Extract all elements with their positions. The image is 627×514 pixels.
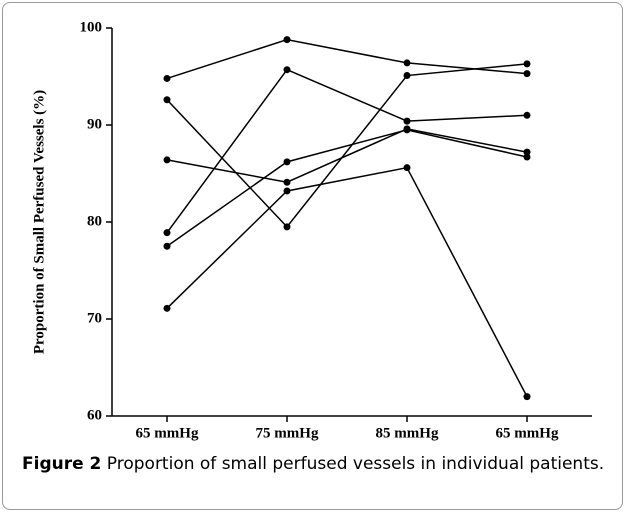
data-point — [523, 153, 531, 161]
y-tick-label: 70 — [87, 310, 102, 326]
y-tick-label: 100 — [80, 19, 103, 35]
data-point — [163, 242, 171, 250]
y-tick-label: 80 — [87, 213, 102, 229]
data-point — [163, 74, 171, 82]
y-tick-label: 90 — [87, 116, 102, 132]
y-tick-label: 60 — [87, 407, 102, 423]
data-point — [283, 36, 291, 44]
data-point — [163, 96, 171, 104]
x-tick-label: 65 mmHg — [496, 425, 559, 441]
series-line — [166, 128, 528, 184]
data-point — [163, 156, 171, 164]
data-point — [163, 304, 171, 312]
caption-label: Figure 2 — [22, 454, 102, 474]
caption: Figure 2 Proportion of small perfused ve… — [22, 452, 614, 476]
data-point — [283, 223, 291, 231]
data-point — [283, 178, 291, 186]
data-point — [403, 117, 411, 125]
data-point — [403, 164, 411, 172]
x-tick-label: 85 mmHg — [376, 425, 439, 441]
data-point — [163, 229, 171, 237]
data-point — [283, 158, 291, 166]
series-line — [166, 63, 528, 228]
x-tick-label: 75 mmHg — [256, 425, 319, 441]
series-line — [166, 68, 528, 234]
chart: Proportion of Small Perfused Vessels (%)… — [31, 19, 592, 441]
data-point — [523, 393, 531, 401]
data-point — [283, 187, 291, 195]
data-point — [403, 59, 411, 67]
caption-text: Proportion of small perfused vessels in … — [106, 454, 605, 474]
x-tick-label: 65 mmHg — [136, 425, 199, 441]
series-line — [166, 38, 528, 80]
data-point — [523, 148, 531, 156]
data-point — [523, 60, 531, 68]
data-point — [523, 111, 531, 119]
figure-frame — [2, 2, 623, 510]
data-point — [403, 72, 411, 80]
y-axis-label: Proportion of Small Perfused Vessels (%) — [31, 90, 47, 354]
data-point — [403, 126, 411, 134]
series-line — [166, 166, 528, 397]
data-point — [283, 66, 291, 74]
data-point — [523, 70, 531, 78]
series-line — [166, 129, 528, 247]
